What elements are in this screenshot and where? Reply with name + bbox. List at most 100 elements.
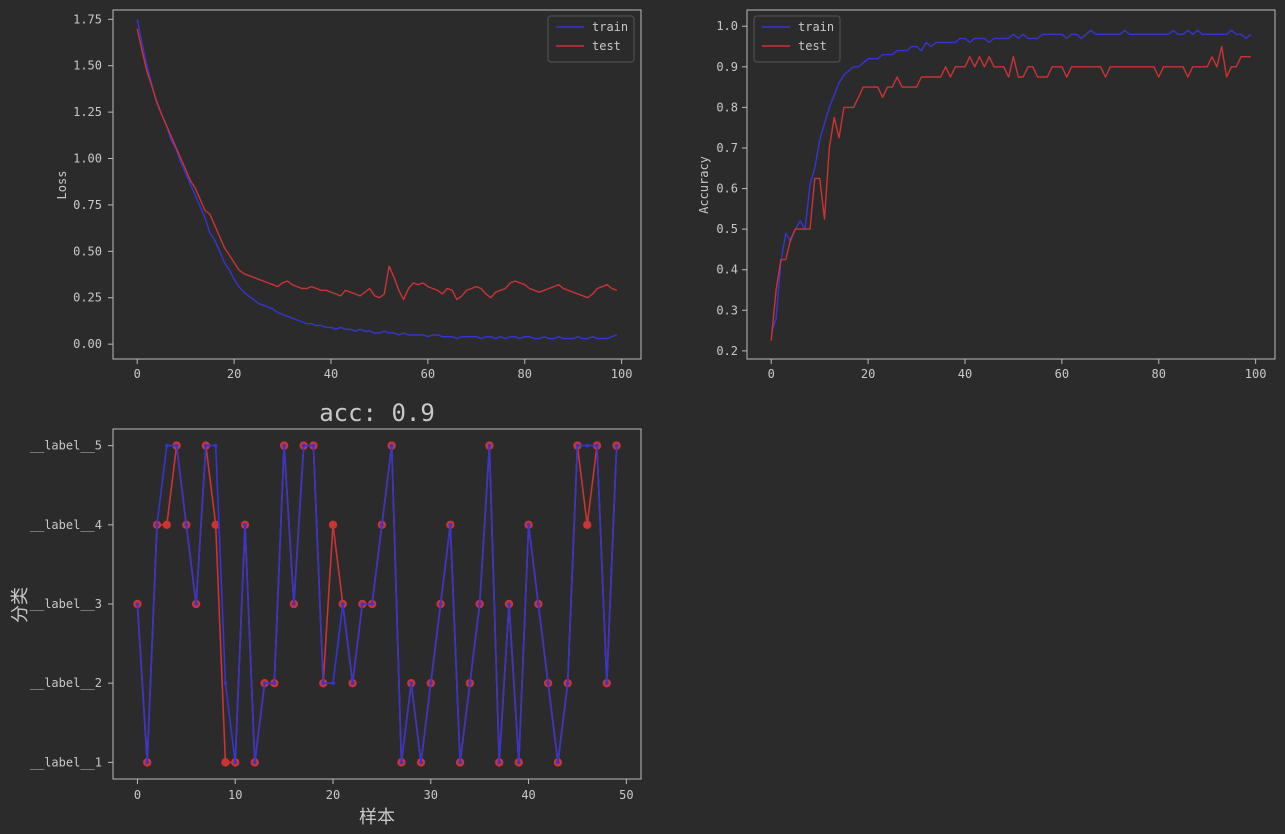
legend-label: train <box>592 20 628 34</box>
data-point <box>604 681 609 685</box>
y-tick-label: 0.3 <box>716 303 738 317</box>
data-point <box>399 760 404 765</box>
data-point <box>438 602 443 606</box>
data-point <box>243 523 247 527</box>
data-point <box>164 443 169 448</box>
loss-chart: 0 20 40 60 80 100 0.00 0.25 0.50 0.75 1.00 1.25 1.50… <box>55 9 642 381</box>
chart-title: acc: 0.9 <box>319 399 435 427</box>
y-tick-label: __label__1 <box>30 755 102 769</box>
samples-chart: 0 10 20 30 40 50 __label__1 __label__2 __label__… <box>10 399 642 828</box>
data-point <box>340 602 345 606</box>
series-line-test <box>136 28 618 301</box>
data-point <box>507 602 511 606</box>
data-point <box>448 523 453 527</box>
y-tick-label: 0.50 <box>73 244 102 258</box>
data-point <box>575 443 580 448</box>
data-point <box>556 760 560 765</box>
data-point <box>360 602 365 606</box>
x-tick-label: 20 <box>227 367 241 381</box>
data-point <box>546 681 550 685</box>
y-axis-label: Accuracy <box>697 156 711 214</box>
x-tick-label: 40 <box>324 367 338 381</box>
data-point <box>194 602 198 606</box>
plot-frame <box>112 9 642 360</box>
data-point <box>162 520 171 530</box>
data-point <box>428 681 433 685</box>
data-point <box>262 681 267 685</box>
data-point <box>213 443 218 448</box>
data-point <box>516 760 521 765</box>
series-line-train <box>136 19 618 340</box>
data-point <box>595 443 599 448</box>
data-point <box>174 443 179 448</box>
data-point <box>135 602 140 606</box>
y-tick-label: 1.00 <box>73 152 102 166</box>
data-point <box>211 520 220 530</box>
y-tick-label: 1.25 <box>73 105 102 119</box>
data-point <box>468 681 472 685</box>
data-point <box>419 760 423 765</box>
y-tick-label: 0.4 <box>716 263 738 277</box>
y-tick-label: 0.2 <box>716 344 738 358</box>
data-point <box>350 681 355 685</box>
data-point <box>292 602 296 606</box>
x-axis-label: 样本 <box>359 807 395 828</box>
data-point <box>233 760 238 765</box>
data-point <box>487 443 492 448</box>
y-tick-label: 0.75 <box>73 198 102 212</box>
data-point <box>409 681 414 685</box>
data-point <box>583 520 592 530</box>
data-point <box>585 443 590 448</box>
x-tick-label: 60 <box>421 367 435 381</box>
data-point <box>526 523 531 527</box>
x-tick-label: 80 <box>518 367 532 381</box>
data-point <box>380 523 384 527</box>
legend-label: test <box>798 39 827 53</box>
data-point <box>477 602 482 606</box>
data-point <box>223 681 228 685</box>
series-line-series-0 <box>136 444 618 764</box>
x-tick-label: 100 <box>1245 367 1267 381</box>
legend-label: train <box>798 20 834 34</box>
data-point <box>497 760 502 765</box>
y-tick-label: 0.6 <box>716 182 738 196</box>
x-tick-label: 100 <box>611 367 633 381</box>
x-tick-label: 60 <box>1055 367 1069 381</box>
y-tick-label: 1.75 <box>73 12 102 26</box>
data-point <box>221 758 230 767</box>
x-tick-label: 40 <box>958 367 972 381</box>
legend: train test <box>753 15 841 63</box>
y-tick-label: 0.25 <box>73 291 102 305</box>
data-point <box>145 760 150 765</box>
x-tick-label: 30 <box>424 788 438 802</box>
y-tick-label: 1.50 <box>73 59 102 73</box>
data-point <box>184 523 189 527</box>
data-point <box>282 443 286 448</box>
x-tick-label: 10 <box>228 788 242 802</box>
data-point <box>331 681 335 685</box>
data-point <box>614 443 619 448</box>
data-point <box>389 443 394 448</box>
data-point <box>565 681 570 685</box>
y-tick-label: __label__5 <box>30 439 102 453</box>
y-tick-label: __label__3 <box>30 597 102 611</box>
y-tick-label: 0.8 <box>716 100 738 114</box>
accuracy-chart: 0 20 40 60 80 100 0.2 0.3 0.4 0.5 0.6 0.7 0.8 0.9 1.0 A… <box>697 9 1276 381</box>
y-axis-label: 分类 <box>10 587 31 623</box>
x-tick-label: 40 <box>521 788 535 802</box>
y-axis-label: Loss <box>55 171 69 200</box>
data-point <box>536 602 541 606</box>
data-point <box>328 520 338 530</box>
x-tick-label: 20 <box>326 788 340 802</box>
y-tick-label: 1.0 <box>716 19 738 33</box>
plot-frame <box>746 9 1276 360</box>
data-point <box>252 760 257 765</box>
x-tick-label: 80 <box>1152 367 1166 381</box>
legend-label: test <box>592 39 621 53</box>
data-point <box>301 443 306 448</box>
y-tick-label: __label__2 <box>30 676 102 690</box>
x-tick-label: 50 <box>619 788 633 802</box>
y-tick-label: 0.7 <box>716 141 738 155</box>
series-line-test <box>770 45 1251 341</box>
